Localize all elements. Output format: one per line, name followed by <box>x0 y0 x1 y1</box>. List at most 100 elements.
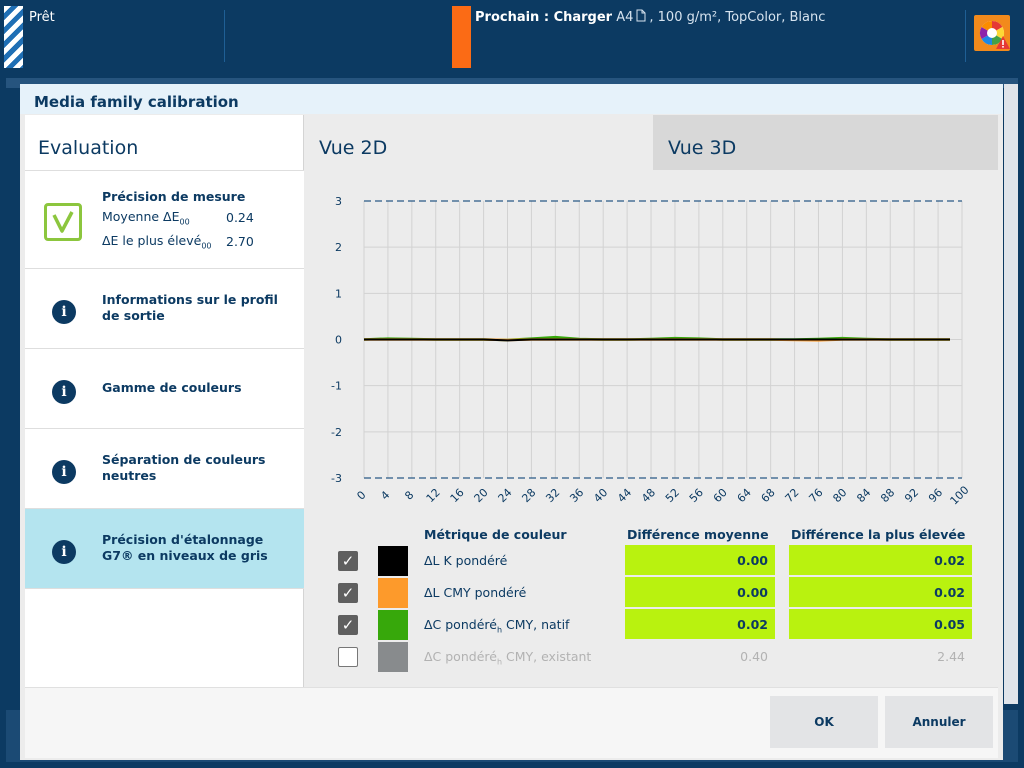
x-tick-label: 84 <box>854 486 873 505</box>
series-line-2 <box>364 338 950 342</box>
chart-svg: 0 4 8 12 16 20 24 28 32 36 40 44 48 52 56 60 64 68 72 76 80 8… <box>331 195 972 508</box>
x-tick-label: 56 <box>687 486 706 505</box>
average-delta-e-label: Moyenne ΔE00 <box>102 209 190 227</box>
color-swatch <box>378 642 408 672</box>
ready-status-stripe <box>4 6 23 68</box>
nav-item-color-gamut[interactable]: i Gamme de couleurs <box>25 348 304 428</box>
x-tick-label: 20 <box>472 486 491 505</box>
metric-checkbox[interactable]: ✓ <box>338 583 358 603</box>
metric-label: ΔL CMY pondéré <box>424 585 527 600</box>
next-job-size: A4 <box>616 10 634 25</box>
x-tick-label: 68 <box>759 486 778 505</box>
x-tick-label: 8 <box>402 488 416 502</box>
metric-row: ✓ ΔL K pondéré 0.00 0.02 <box>304 545 998 576</box>
next-job-prefix: Prochain : Charger <box>475 10 613 25</box>
chart-panel: Vue 2D Vue 3D 0 4 8 12 16 20 24 28 32 36 40 44 48 52 5… <box>304 115 998 687</box>
ok-button[interactable]: OK <box>770 696 878 748</box>
tab-3d-view[interactable]: Vue 3D <box>653 115 998 170</box>
highest-delta-e-label: ΔE le plus élevé00 <box>102 233 212 251</box>
metric-checkbox[interactable]: ✓ <box>338 551 358 571</box>
nav-item-measurement-precision[interactable]: Précision de mesure Moyenne ΔE00 0.24 ΔE… <box>25 170 304 268</box>
y-tick-label: 0 <box>335 334 342 347</box>
x-tick-label: 52 <box>663 486 682 505</box>
check-icon <box>44 203 82 241</box>
nav-item-label: Gamme de couleurs <box>102 380 242 395</box>
y-tick-label: 3 <box>335 195 342 208</box>
max-diff-value: 0.02 <box>789 545 972 575</box>
metric-label: ΔC pondéréh CMY, natif <box>424 617 570 635</box>
nav-item-g7-grayscale-accuracy[interactable]: i Précision d'étalonnage G7® en niveaux … <box>25 508 304 588</box>
color-swatch <box>378 578 408 608</box>
nav-item-neutral-separation[interactable]: i Séparation de couleurs neutres <box>25 428 304 508</box>
x-tick-label: 4 <box>378 488 392 502</box>
y-tick-label: 2 <box>335 241 342 254</box>
x-tick-label: 88 <box>878 486 897 505</box>
nav-item-label: Séparation de couleurs neutres <box>102 452 266 483</box>
y-tick-label: -1 <box>331 380 342 393</box>
background-panel <box>6 78 1018 88</box>
max-diff-value: 2.44 <box>937 649 965 664</box>
x-tick-label: 28 <box>519 486 538 505</box>
average-delta-e-value: 0.24 <box>226 210 254 225</box>
info-icon: i <box>52 380 76 404</box>
x-tick-label: 80 <box>830 486 849 505</box>
info-icon: i <box>52 540 76 564</box>
gray-balance-chart: 0 4 8 12 16 20 24 28 32 36 40 44 48 52 56 60 64 68 72 76 80 8… <box>304 170 998 520</box>
color-swatch <box>378 546 408 576</box>
tab-2d-view[interactable]: Vue 2D <box>304 115 653 170</box>
dialog-footer: OK Annuler <box>25 687 998 758</box>
x-tick-label: 76 <box>806 486 825 505</box>
x-tick-label: 24 <box>495 486 514 505</box>
metric-row: ✓ ΔC pondéréh CMY, natif 0.02 0.05 <box>304 609 998 640</box>
next-job-details: , 100 g/m², TopColor, Blanc <box>649 10 826 25</box>
x-tick-label: 96 <box>926 486 945 505</box>
x-tick-label: 12 <box>424 486 443 505</box>
x-tick-label: 32 <box>543 486 562 505</box>
metric-row: ΔC pondéréh CMY, existant 0.40 2.44 <box>304 641 998 672</box>
x-tick-label: 16 <box>448 486 467 505</box>
y-tick-label: 1 <box>335 287 342 300</box>
x-tick-label: 0 <box>354 488 368 502</box>
average-diff-column-header: Différence moyenne <box>627 527 769 542</box>
nav-item-label: Informations sur le profil de sortie <box>102 292 278 323</box>
average-diff-value: 0.00 <box>625 545 775 575</box>
info-icon: i <box>52 300 76 324</box>
nav-item-label: Précision de mesure <box>102 189 246 204</box>
average-diff-value: 0.00 <box>625 577 775 607</box>
dialog-header: Media family calibration <box>20 84 1003 114</box>
dialog-title: Media family calibration <box>34 93 239 111</box>
x-tick-label: 48 <box>639 486 658 505</box>
document-icon <box>636 9 646 22</box>
max-diff-value: 0.02 <box>789 577 972 607</box>
max-diff-value: 0.05 <box>789 609 972 639</box>
average-diff-value: 0.40 <box>740 649 768 664</box>
metric-label: ΔL K pondéré <box>424 553 508 568</box>
background-panel <box>1004 84 1018 704</box>
media-family-calibration-dialog: Media family calibration Evaluation Préc… <box>20 84 1003 760</box>
topbar-divider <box>224 10 225 62</box>
metric-label: ΔC pondéréh CMY, existant <box>424 649 592 667</box>
nav-divider <box>25 588 304 589</box>
highest-delta-e-value: 2.70 <box>226 234 254 249</box>
color-swatch <box>378 610 408 640</box>
next-job-marker <box>452 6 471 68</box>
average-diff-value: 0.02 <box>625 609 775 639</box>
topbar-divider <box>965 10 966 62</box>
printer-status-label: Prêt <box>29 10 55 25</box>
evaluation-title: Evaluation <box>38 137 139 159</box>
y-tick-label: -3 <box>331 472 342 485</box>
x-tick-label: 92 <box>902 486 921 505</box>
x-tick-label: 36 <box>567 486 586 505</box>
color-warning-icon[interactable] <box>974 15 1010 51</box>
cancel-button[interactable]: Annuler <box>885 696 993 748</box>
metric-checkbox[interactable] <box>338 647 358 667</box>
nav-item-output-profile-info[interactable]: i Informations sur le profil de sortie <box>25 268 304 348</box>
metric-checkbox[interactable]: ✓ <box>338 615 358 635</box>
nav-item-label: Précision d'étalonnage G7® en niveaux de… <box>102 532 268 563</box>
evaluation-panel: Evaluation Précision de mesure Moyenne Δ… <box>25 115 304 687</box>
top-status-bar: Prêt Prochain : Charger A4 , 100 g/m², To… <box>0 0 1024 76</box>
metric-column-header: Métrique de couleur <box>424 527 567 542</box>
metric-row: ✓ ΔL CMY pondéré 0.00 0.02 <box>304 577 998 608</box>
x-tick-label: 64 <box>735 486 754 505</box>
x-tick-label: 100 <box>948 484 972 508</box>
